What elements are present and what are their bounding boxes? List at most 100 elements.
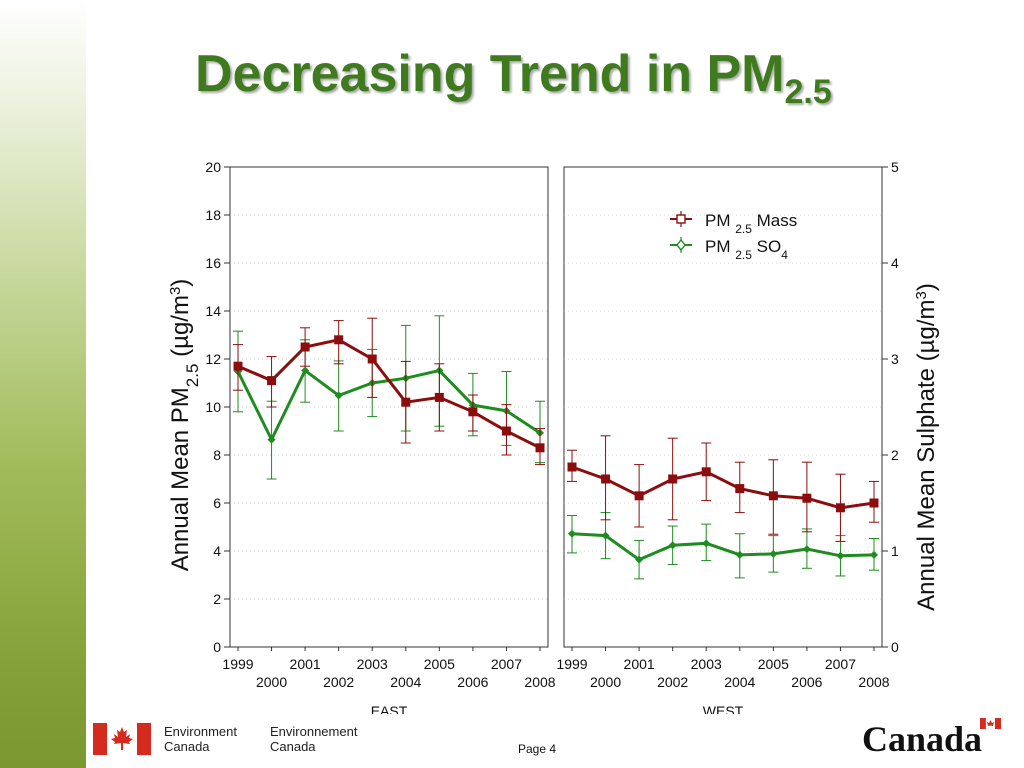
x-tick-label: 2008 — [858, 674, 889, 690]
legend-so4-label: PM 2.5 SO4 — [705, 237, 788, 262]
y-left-tick-label: 16 — [205, 255, 221, 271]
x-tick-label: 2005 — [424, 656, 455, 672]
y-right-tick-label: 5 — [891, 159, 899, 175]
y-left-tick-label: 6 — [213, 495, 221, 511]
legend-mass-label: PM 2.5 Mass — [705, 211, 797, 236]
x-tick-label: 2002 — [657, 674, 688, 690]
y-right-tick-label: 4 — [891, 255, 899, 271]
so4-point — [601, 531, 610, 540]
mass-point — [233, 361, 243, 371]
x-tick-label: 2006 — [791, 674, 822, 690]
mass-point — [567, 462, 577, 472]
y-right-tick-label: 2 — [891, 447, 899, 463]
sidebar-gradient — [0, 0, 86, 768]
mass-point — [835, 503, 845, 513]
mass-point — [701, 467, 711, 477]
mass-point — [768, 491, 778, 501]
y-left-tick-label: 20 — [205, 159, 221, 175]
dept-fr-line2: Canada — [270, 739, 316, 754]
x-tick-label: 2000 — [256, 674, 287, 690]
x-tick-label: 2006 — [457, 674, 488, 690]
so4-point — [635, 555, 644, 564]
svg-text:Canada: Canada — [862, 719, 982, 756]
so4-point — [267, 435, 276, 444]
mass-point — [869, 498, 879, 508]
legend-mass-marker — [676, 214, 686, 224]
so4-point — [870, 550, 878, 559]
y-left-tick-label: 14 — [205, 303, 221, 319]
x-tick-label: 2004 — [724, 674, 755, 690]
x-tick-label: 2000 — [590, 674, 621, 690]
canada-wordmark: Canada — [862, 717, 1001, 756]
y-left-tick-label: 2 — [213, 591, 221, 607]
x-tick-label: 2008 — [524, 674, 555, 690]
y-left-axis-title: Annual Mean PM2.5 (µg/m3) — [167, 279, 202, 572]
y-left-tick-label: 8 — [213, 447, 221, 463]
mass-point — [334, 335, 344, 345]
chart-legend: PM 2.5 Mass PM 2.5 SO4 — [670, 211, 797, 262]
x-tick-label: 2007 — [825, 656, 856, 672]
x-tick-label: 1999 — [556, 656, 587, 672]
y-left-tick-label: 12 — [205, 351, 221, 367]
department-name-english: Environment Canada — [164, 724, 237, 754]
page-number: Page 4 — [518, 742, 557, 756]
mass-point — [300, 342, 310, 352]
y-right-tick-label: 3 — [891, 351, 899, 367]
mass-point — [735, 484, 745, 494]
panel-frame — [229, 166, 549, 648]
mass-point — [668, 474, 678, 484]
x-tick-label: 2004 — [390, 674, 421, 690]
x-tick-label: 2003 — [357, 656, 388, 672]
mass-point — [468, 407, 478, 417]
slide-title-subscript: 2.5 — [784, 73, 832, 111]
x-tick-label: 2003 — [691, 656, 722, 672]
mass-point — [634, 491, 644, 501]
mass-point — [802, 493, 812, 503]
x-tick-label: 2001 — [624, 656, 655, 672]
slide-title-main: Decreasing Trend in PM — [195, 45, 785, 103]
west-panel: 1999 2001 2003 2005 2007 2000 2002 2004 2006 2008… — [556, 166, 890, 719]
so4-point — [668, 541, 677, 550]
mass-point — [401, 397, 411, 407]
department-name-french: Environnement Canada — [270, 724, 357, 754]
so4-point — [836, 551, 845, 560]
mass-point — [367, 354, 377, 364]
footer-bar — [86, 714, 1024, 768]
east-panel: 1999 2001 2003 2005 2007 2000 2002 2004 2006 2008… — [222, 166, 556, 719]
mass-series-line — [237, 338, 541, 450]
y-right-tick-label: 1 — [891, 543, 899, 559]
dept-fr-line1: Environnement — [270, 724, 358, 739]
mass-point — [601, 474, 611, 484]
y-left-tick-label: 0 — [213, 639, 221, 655]
x-tick-label: 2007 — [491, 656, 522, 672]
so4-point — [568, 529, 576, 538]
y-left-tick-label: 10 — [205, 399, 221, 415]
canada-flag-icon — [93, 723, 151, 755]
so4-point — [735, 550, 744, 559]
mass-point — [501, 426, 511, 436]
mass-point — [267, 376, 277, 386]
x-tick-label: 1999 — [222, 656, 253, 672]
y-right-tick-label: 0 — [891, 639, 899, 655]
mass-point — [535, 443, 545, 453]
dept-en-line1: Environment — [164, 724, 237, 739]
right-y-axis: 0 1 2 3 4 5 — [882, 159, 899, 655]
legend-so4-marker — [676, 238, 686, 252]
y-left-tick-label: 18 — [205, 207, 221, 223]
so4-point — [334, 391, 343, 400]
so4-point — [702, 539, 711, 548]
so4-point — [769, 549, 778, 558]
left-y-axis: 0 2 4 6 8 10 12 14 16 18 20 — [205, 159, 230, 655]
so4-series-line — [571, 532, 875, 562]
slide-title: Decreasing Trend in PM2.5 — [195, 44, 832, 112]
y-left-tick-label: 4 — [213, 543, 221, 559]
x-tick-label: 2001 — [290, 656, 321, 672]
y-right-axis-title: Annual Mean Sulphate (µg/m3) — [913, 283, 941, 611]
so4-point — [802, 545, 811, 554]
mass-point — [434, 392, 444, 402]
x-tick-label: 2002 — [323, 674, 354, 690]
x-tick-label: 2005 — [758, 656, 789, 672]
mass-series-line — [571, 465, 875, 510]
dept-en-line2: Canada — [164, 739, 210, 754]
